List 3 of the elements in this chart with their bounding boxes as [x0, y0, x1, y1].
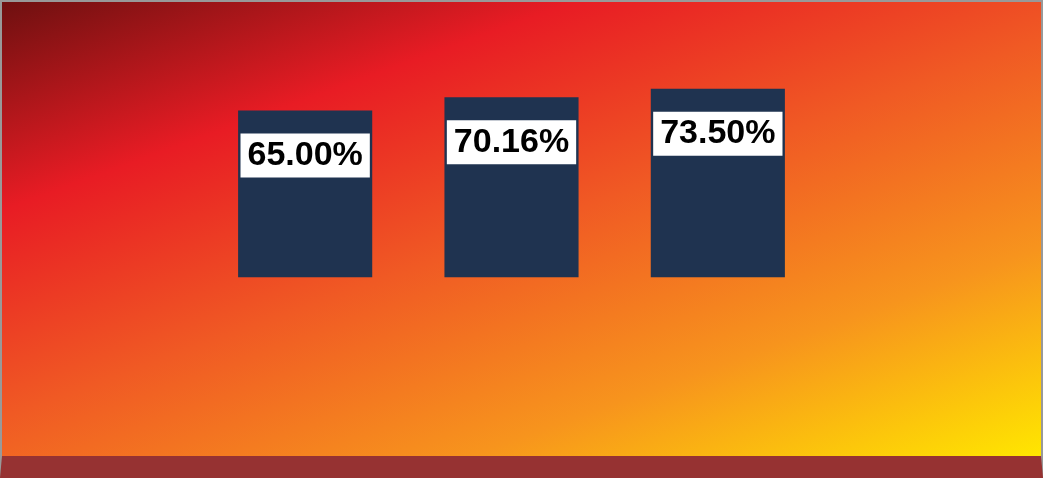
- data-label: 70.16%: [453, 120, 570, 159]
- data-label: 65.00%: [247, 133, 363, 172]
- data-label: 73.50%: [660, 112, 776, 151]
